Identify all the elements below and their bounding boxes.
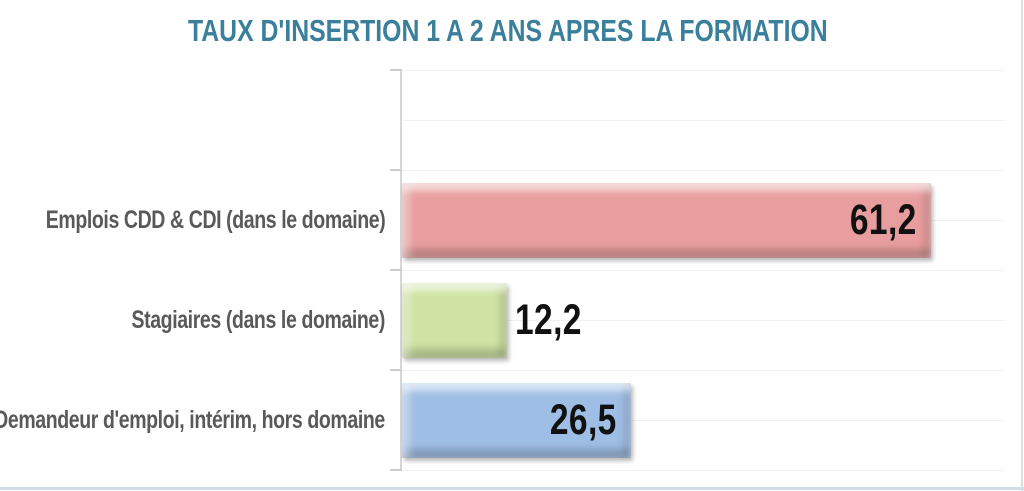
gridline bbox=[402, 470, 1005, 471]
value-label-text: 61,2 bbox=[850, 195, 917, 244]
page-edge-right bbox=[1021, 0, 1023, 491]
category-label: Stagiaires (dans le domaine) bbox=[0, 270, 386, 370]
gridline bbox=[402, 70, 1005, 71]
gridline bbox=[402, 370, 1005, 371]
chart-title-text: TAUX D'INSERTION 1 A 2 ANS APRES LA FORM… bbox=[188, 13, 828, 48]
value-label-text: 12,2 bbox=[515, 295, 582, 344]
gridline bbox=[402, 420, 1005, 421]
bar bbox=[402, 283, 507, 358]
value-label: 12,2 bbox=[515, 270, 665, 370]
gridline bbox=[402, 270, 1005, 271]
value-label: 61,2 bbox=[402, 170, 917, 270]
chart-title: TAUX D'INSERTION 1 A 2 ANS APRES LA FORM… bbox=[0, 13, 1016, 49]
value-label-text: 26,5 bbox=[550, 395, 617, 444]
axis-tick bbox=[390, 369, 402, 371]
axis-tick bbox=[390, 269, 402, 271]
category-label: Demandeur d'emploi, intérim, hors domain… bbox=[0, 370, 385, 470]
category-label-text: Demandeur d'emploi, intérim, hors domain… bbox=[0, 405, 385, 434]
value-label: 26,5 bbox=[402, 370, 617, 470]
gridline bbox=[402, 170, 1005, 171]
gridline bbox=[402, 320, 1005, 321]
axis-tick bbox=[390, 169, 402, 171]
category-label: Emplois CDD & CDI (dans le domaine) bbox=[0, 170, 385, 270]
bar bbox=[402, 383, 631, 458]
gridline bbox=[402, 120, 1005, 121]
category-label-text: Stagiaires (dans le domaine) bbox=[131, 305, 386, 334]
category-label-text: Emplois CDD & CDI (dans le domaine) bbox=[45, 205, 385, 234]
bar bbox=[402, 183, 931, 258]
axis-tick bbox=[390, 469, 402, 471]
axis-tick bbox=[390, 69, 402, 71]
page-edge-bottom bbox=[0, 487, 1024, 490]
